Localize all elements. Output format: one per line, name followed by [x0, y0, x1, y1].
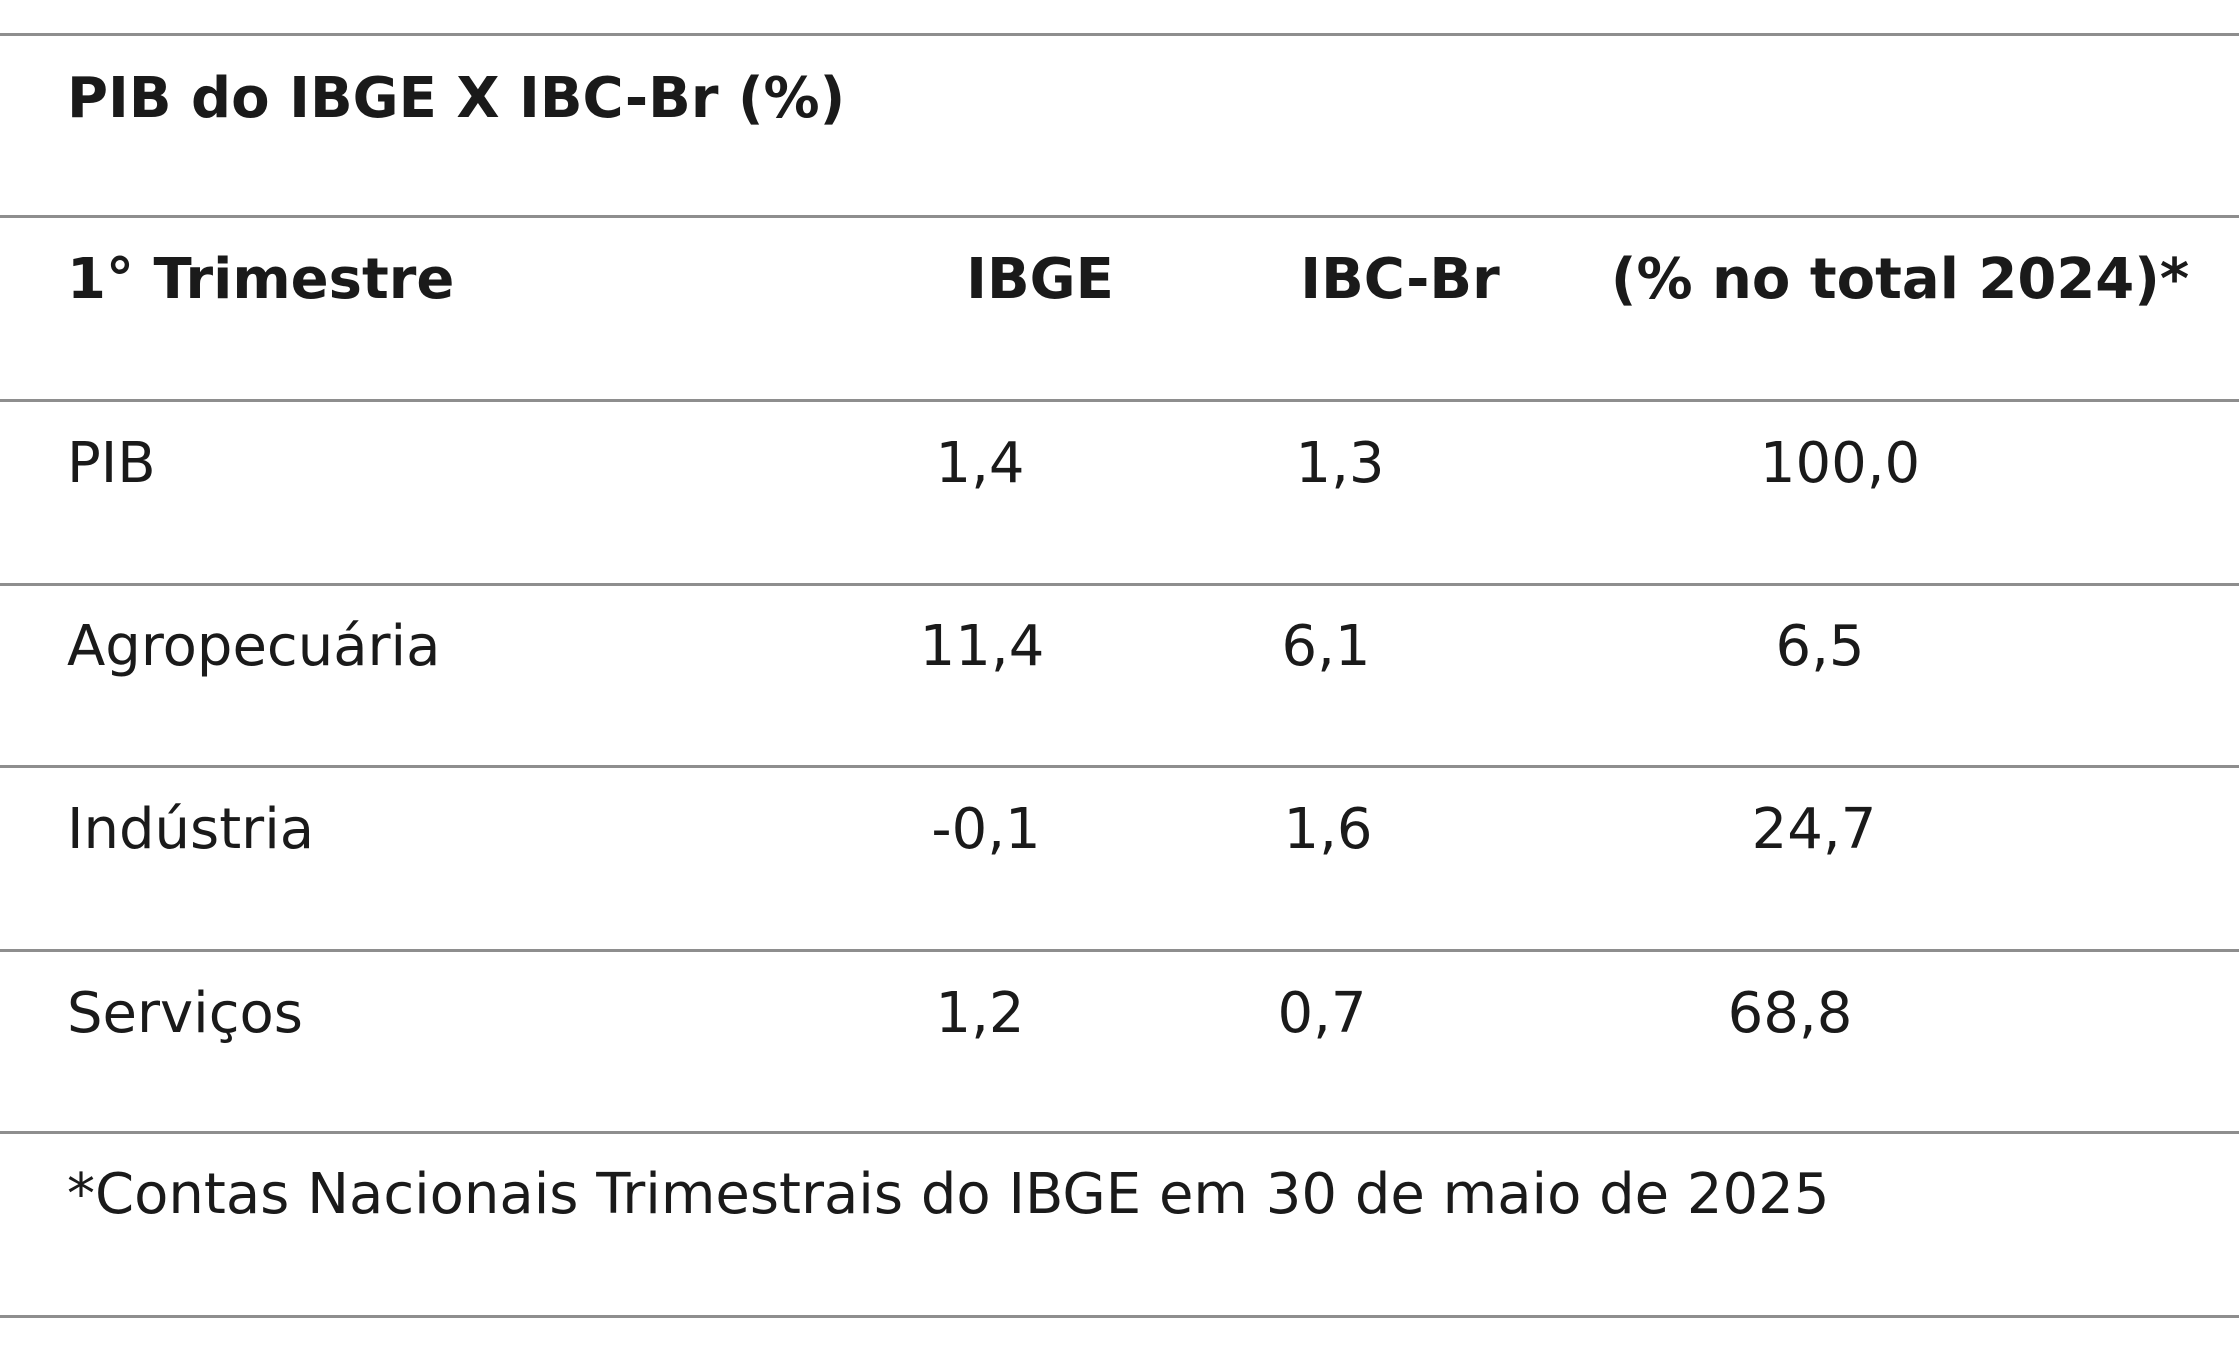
table-row: PIB 1,4 1,3 100,0	[0, 372, 2239, 555]
divider-row	[0, 583, 2239, 586]
row-ibge-value: -0,1	[931, 797, 1041, 862]
row-share-value: 6,5	[1775, 614, 1865, 679]
row-label: Indústria	[67, 797, 315, 862]
divider-footnote	[0, 1131, 2239, 1134]
divider-title	[0, 215, 2239, 218]
row-ibge-value: 1,2	[935, 981, 1025, 1046]
table-title-row: PIB do IBGE X IBC-Br (%)	[0, 7, 2239, 190]
row-label: PIB	[67, 431, 156, 496]
divider-top	[0, 33, 2239, 36]
row-ibge-value: 1,4	[935, 431, 1025, 496]
header-ibge: IBGE	[966, 247, 1114, 312]
row-ibcbr-value: 0,7	[1277, 981, 1367, 1046]
row-share-value: 24,7	[1751, 797, 1877, 862]
row-ibcbr-value: 6,1	[1281, 614, 1371, 679]
header-share: (% no total 2024)*	[1610, 247, 2190, 312]
divider-row	[0, 949, 2239, 952]
divider-header	[0, 399, 2239, 402]
row-share-value: 100,0	[1759, 431, 1921, 496]
row-ibcbr-value: 1,3	[1295, 431, 1385, 496]
row-share-value: 68,8	[1727, 981, 1853, 1046]
table-title: PIB do IBGE X IBC-Br (%)	[67, 66, 846, 131]
header-row: 1° Trimestre IBGE IBC-Br (% no total 202…	[0, 188, 2239, 371]
table-footnote: *Contas Nacionais Trimestrais do IBGE em…	[67, 1162, 1830, 1227]
row-ibcbr-value: 1,6	[1283, 797, 1373, 862]
header-ibcbr: IBC-Br	[1300, 247, 1500, 312]
row-label: Agropecuária	[67, 614, 441, 679]
row-label: Serviços	[67, 981, 303, 1046]
table-row: Agropecuária 11,4 6,1 6,5	[0, 555, 2239, 738]
row-ibge-value: 11,4	[919, 614, 1045, 679]
divider-bottom	[0, 1315, 2239, 1318]
table-row: Serviços 1,2 0,7 68,8	[0, 922, 2239, 1105]
divider-row	[0, 765, 2239, 768]
header-period: 1° Trimestre	[67, 247, 455, 312]
table-row: Indústria -0,1 1,6 24,7	[0, 738, 2239, 921]
